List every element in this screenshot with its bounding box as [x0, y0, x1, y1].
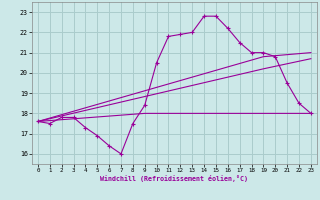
X-axis label: Windchill (Refroidissement éolien,°C): Windchill (Refroidissement éolien,°C)	[100, 175, 248, 182]
